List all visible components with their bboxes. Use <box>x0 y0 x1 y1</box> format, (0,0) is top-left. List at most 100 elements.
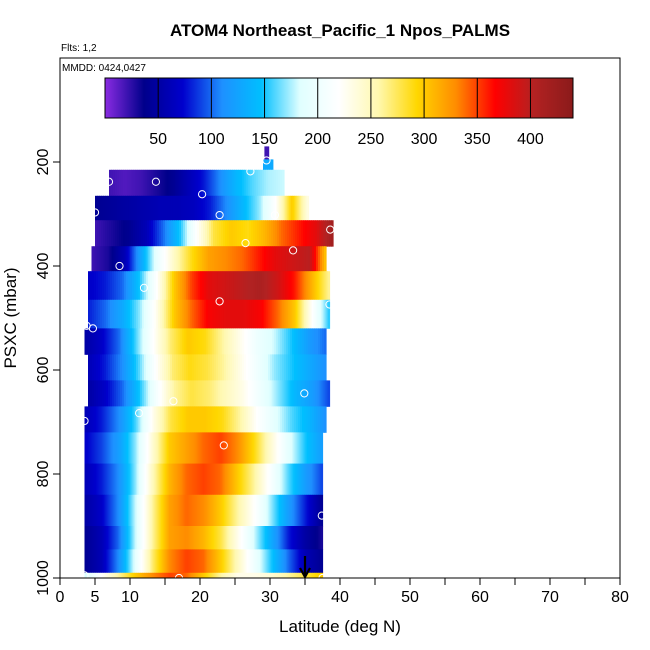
heatmap-cell <box>297 271 301 301</box>
heatmap-cell <box>262 328 265 355</box>
heatmap-cell <box>110 195 114 221</box>
heatmap-cell <box>290 354 293 381</box>
heatmap-cell <box>190 195 194 221</box>
heatmap-cell <box>206 432 210 464</box>
heatmap-cell <box>151 380 155 407</box>
x-tick-label: 5 <box>91 589 100 606</box>
heatmap-cell <box>310 549 314 574</box>
heatmap-cell <box>107 271 111 301</box>
heatmap-cell <box>117 271 121 301</box>
heatmap-cell <box>274 432 278 464</box>
heatmap-cell <box>282 195 286 221</box>
heatmap-cell <box>156 406 159 433</box>
heatmap-cell <box>100 463 104 496</box>
heatmap-cell <box>169 271 173 301</box>
heatmap-cell <box>151 299 155 329</box>
heatmap-cell <box>256 406 259 433</box>
heatmap-cell <box>278 549 282 574</box>
heatmap-cell <box>234 526 238 550</box>
heatmap-cell <box>182 354 185 381</box>
heatmap-cell <box>120 406 124 433</box>
heatmap-cell <box>280 494 284 527</box>
heatmap-cell <box>190 572 194 578</box>
heatmap-cell <box>292 432 296 464</box>
heatmap-cell <box>277 246 281 272</box>
heatmap-cell <box>222 572 226 578</box>
sample-marker <box>300 389 309 398</box>
heatmap-cell <box>180 169 184 197</box>
heatmap-cell <box>310 463 314 496</box>
heatmap-cell <box>172 195 176 221</box>
heatmap-cell <box>284 526 288 550</box>
heatmap-cell <box>306 406 309 433</box>
heatmap-cell <box>264 146 268 160</box>
heatmap-cell <box>195 299 199 329</box>
heatmap-cell <box>316 406 319 433</box>
heatmap-cell <box>145 299 149 329</box>
heatmap-cell <box>318 463 322 496</box>
heatmap-cell <box>192 494 196 527</box>
heatmap-cell <box>274 463 278 496</box>
heatmap-cell <box>188 526 192 550</box>
heatmap-cell <box>106 463 110 496</box>
heatmap-cell <box>260 572 264 578</box>
heatmap-cell <box>124 549 128 574</box>
heatmap-cell <box>262 526 266 550</box>
heatmap-cell <box>150 432 154 464</box>
heatmap-cell <box>128 328 132 355</box>
heatmap-cell <box>176 494 180 527</box>
heatmap-cell <box>136 526 140 550</box>
heatmap-cell <box>153 271 157 301</box>
heatmap-cell <box>100 406 104 433</box>
flights-note: Flts: 1,2 <box>61 43 97 54</box>
heatmap-cell <box>252 526 256 550</box>
heatmap-cell <box>130 463 134 496</box>
heatmap-cell <box>124 195 128 221</box>
heatmap-cell <box>236 463 240 496</box>
heatmap-cell <box>268 549 272 574</box>
heatmap-cell <box>228 549 232 574</box>
heatmap-cell <box>299 246 303 272</box>
heatmap-cell <box>215 299 219 329</box>
heatmap-cell <box>221 271 225 301</box>
heatmap-cell <box>289 220 292 247</box>
heatmap-cell <box>86 463 90 496</box>
heatmap-cell <box>228 432 232 464</box>
heatmap-cell <box>114 494 118 527</box>
heatmap-cell <box>270 526 274 550</box>
sample-marker <box>198 190 207 199</box>
heatmap-cell <box>222 463 226 496</box>
heatmap-cell <box>190 354 193 381</box>
heatmap-cell <box>265 299 269 329</box>
heatmap-cell <box>88 328 92 355</box>
heatmap-cell <box>116 406 120 433</box>
heatmap-cell <box>208 494 212 527</box>
heatmap-cell <box>215 246 219 272</box>
heatmap-cell <box>185 271 189 301</box>
heatmap-cell <box>232 195 236 221</box>
heatmap-cell <box>278 195 282 221</box>
heatmap-cell <box>204 463 208 496</box>
heatmap-cell <box>261 380 265 407</box>
heatmap-cell <box>304 406 307 433</box>
heatmap-cell <box>180 549 184 574</box>
heatmap-cell <box>192 169 196 197</box>
heatmap-cell <box>176 406 179 433</box>
heatmap-cell <box>152 169 156 197</box>
heatmap-cell <box>170 328 173 355</box>
heatmap-cell <box>187 220 190 247</box>
heatmap-cell <box>212 195 216 221</box>
heatmap-cell <box>271 246 275 272</box>
heatmap-cell <box>129 220 132 247</box>
heatmap-cell <box>272 549 276 574</box>
heatmap-cell <box>152 494 156 527</box>
heatmap-cell <box>302 328 305 355</box>
heatmap-cell <box>251 380 255 407</box>
heatmap-cell <box>310 572 314 578</box>
heatmap-cell <box>88 432 92 464</box>
heatmap-cell <box>204 328 207 355</box>
heatmap-cell <box>98 195 102 221</box>
heatmap-cell <box>202 432 206 464</box>
heatmap-cell <box>182 526 186 550</box>
heatmap-cell <box>132 572 136 578</box>
